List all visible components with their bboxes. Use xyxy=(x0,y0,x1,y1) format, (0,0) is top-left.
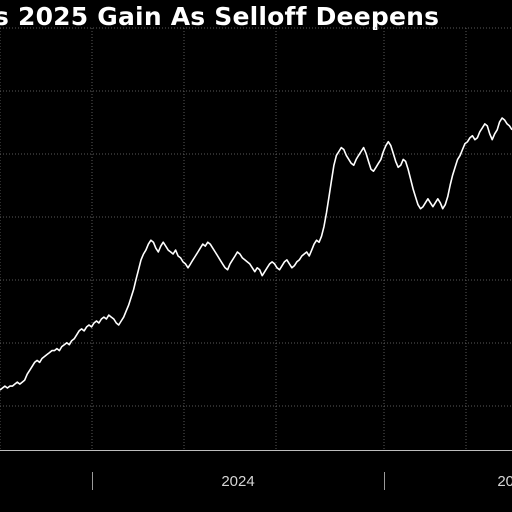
grid-layer xyxy=(0,27,512,450)
series-layer xyxy=(0,117,512,391)
x-tick-label: 2024 xyxy=(221,473,254,490)
x-tick-label: 2025 xyxy=(497,473,512,490)
price-series-line xyxy=(0,117,512,391)
x-axis: 2024 2025 xyxy=(0,450,512,490)
chart-title: s 2025 Gain As Selloff Deepens xyxy=(0,2,440,31)
